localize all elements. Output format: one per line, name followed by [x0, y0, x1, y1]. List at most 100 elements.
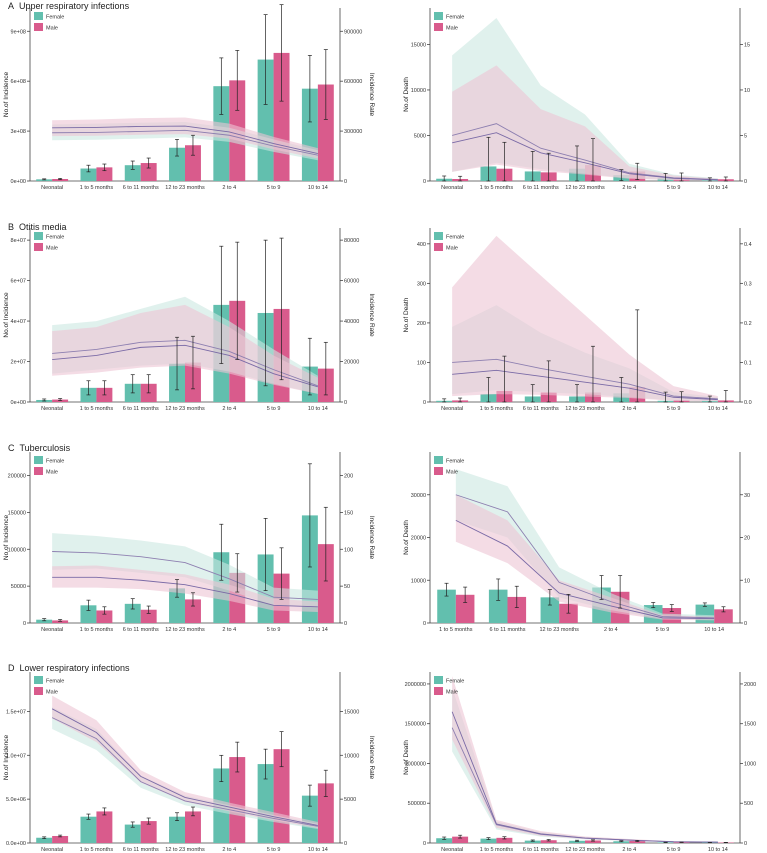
section-d-title: D Lower respiratory infections — [8, 663, 130, 673]
x-tick-label: 6 to 11 months — [523, 406, 559, 412]
x-tick-label: Neonatal — [41, 847, 63, 853]
female-bar — [124, 824, 141, 843]
female-bar — [80, 605, 97, 623]
y-axis-label: No.of Incidence — [3, 72, 10, 118]
section-c-name: Tuberculosis — [19, 443, 71, 453]
male-rate-line — [52, 125, 318, 154]
male-bar — [96, 811, 113, 843]
legend-male-label: Male — [46, 246, 58, 252]
x-tick-label: 10 to 14 — [708, 406, 728, 412]
y-tick-label: 200 — [417, 321, 426, 327]
legend-female-label: Female — [446, 679, 464, 685]
y2-tick-label: 5000 — [344, 797, 356, 803]
male-bar — [452, 836, 469, 843]
legend-male-swatch — [434, 687, 443, 695]
x-tick-label: 12 to 23 months — [165, 627, 205, 633]
y2-tick-label: 0 — [344, 621, 347, 627]
y2-tick-label: 20000 — [344, 360, 359, 366]
male-bar — [507, 596, 527, 623]
x-tick-label: 6 to 11 months — [123, 406, 159, 412]
y-axis-label: No.of Death — [403, 520, 410, 555]
legend-male-swatch — [434, 23, 443, 31]
male-bar — [229, 757, 246, 843]
x-tick-label: 6 to 11 months — [123, 627, 159, 633]
y-tick-label: 30000 — [411, 493, 426, 499]
section-d-letter: D — [8, 663, 15, 673]
female-rate-band — [452, 687, 718, 843]
male-bar — [185, 145, 201, 181]
female-bar — [524, 840, 541, 843]
female-bar — [301, 795, 318, 843]
x-tick-label: 5 to 9 — [267, 847, 281, 853]
female-rate-line — [451, 727, 718, 843]
chart-B-incidence: 0e+00 2e+07 4e+07 6e+07 8e+07 0 20000 40000 6000… — [3, 228, 375, 412]
y-tick-label: 10000 — [411, 88, 426, 94]
legend-female-swatch — [434, 12, 443, 20]
legend-male-swatch — [34, 243, 43, 251]
female-bar — [613, 841, 630, 843]
y-tick-label: 8e+07 — [11, 238, 26, 244]
legend-male-swatch — [434, 243, 443, 251]
male-bar — [96, 610, 113, 623]
x-tick-label: 1 to 5 months — [480, 406, 514, 412]
x-tick-label: 2 to 4 — [222, 185, 236, 191]
legend-female-label: Female — [46, 459, 64, 465]
legend-female-label: Female — [46, 235, 64, 241]
legend-female-swatch — [434, 676, 443, 684]
y2-tick-label: 5 — [744, 133, 747, 139]
y2-tick-label: 200 — [344, 474, 353, 480]
y2-tick-label: 0 — [744, 621, 747, 627]
x-tick-label: 12 to 23 months — [565, 406, 605, 412]
legend-male-label: Male — [46, 26, 58, 32]
y2-tick-label: 30 — [744, 493, 750, 499]
male-bar — [140, 821, 157, 843]
male-bar — [317, 544, 334, 623]
y-tick-label: 400 — [417, 242, 426, 248]
y-tick-label: 300 — [417, 281, 426, 287]
male-rate-band — [452, 675, 718, 843]
y2-tick-label: 100 — [344, 547, 353, 553]
y-tick-label: 150000 — [8, 510, 26, 516]
chart-A-incidence: 0e+00 3e+08 6e+08 9e+08 0 300000 600000 900000 N… — [3, 4, 375, 191]
legend-male-label: Male — [446, 470, 458, 476]
y2-tick-label: 40000 — [344, 319, 359, 325]
x-tick-label: Neonatal — [41, 406, 63, 412]
y-axis-label: No.of Incidence — [3, 515, 10, 561]
y2-tick-label: 2000 — [744, 682, 756, 688]
y-tick-label: 100 — [417, 360, 426, 366]
x-tick-label: 1 to 5 months — [80, 185, 114, 191]
male-rate-line — [455, 519, 715, 620]
y2-tick-label: 150 — [344, 510, 353, 516]
x-tick-label: 10 to 14 — [308, 406, 328, 412]
male-bar — [585, 840, 601, 843]
y-axis-label: No.of Incidence — [3, 292, 10, 338]
y-tick-label: 1.0e+07 — [6, 753, 26, 759]
male-bar — [496, 837, 513, 843]
y2-tick-label: 0.3 — [744, 281, 752, 287]
female-bar — [169, 588, 185, 623]
x-tick-label: 1 to 5 months — [480, 185, 514, 191]
male-bar — [540, 840, 557, 843]
x-tick-label: Neonatal — [441, 185, 463, 191]
female-bar — [80, 168, 97, 181]
x-tick-label: 10 to 14 — [708, 185, 728, 191]
legend-female-swatch — [34, 676, 43, 684]
y2-tick-label: 500 — [744, 801, 753, 807]
y-tick-label: 1.5e+07 — [6, 709, 26, 715]
x-tick-label: 6 to 11 months — [490, 627, 526, 633]
y-axis-label: No.of Death — [403, 297, 410, 332]
section-d-name: Lower respiratory infections — [19, 663, 130, 673]
female-rate-line — [51, 717, 318, 827]
y2-tick-label: 20 — [744, 536, 750, 542]
x-tick-label: 6 to 11 months — [523, 847, 559, 853]
chart-C-incidence: 0 50000 100000 150000 200000 0 50 100 150 200 No.o… — [3, 452, 375, 633]
y2-tick-label: 300000 — [344, 129, 362, 135]
x-tick-label: 2 to 4 — [222, 406, 236, 412]
y-tick-label: 1000000 — [405, 761, 426, 767]
x-tick-label: 2 to 4 — [222, 627, 236, 633]
y-tick-label: 0.0e+00 — [6, 841, 26, 847]
y2-tick-label: 10 — [744, 88, 750, 94]
y-tick-label: 2e+07 — [11, 360, 26, 366]
